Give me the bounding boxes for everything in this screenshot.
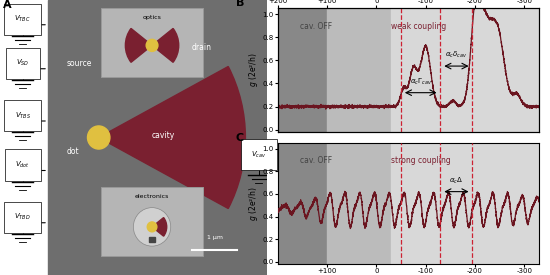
Text: cav. OFF: cav. OFF [300, 156, 332, 165]
Text: dot: dot [67, 147, 79, 156]
Bar [101, 187, 203, 256]
Wedge shape [125, 28, 152, 62]
Bar [48, 0, 267, 275]
Text: cav. OFF: cav. OFF [300, 22, 332, 31]
Text: $V_{SD}$: $V_{SD}$ [16, 58, 29, 68]
Wedge shape [152, 218, 167, 236]
Text: $V_{TBC}$: $V_{TBC}$ [14, 14, 31, 24]
Text: B: B [236, 0, 244, 8]
Text: $V_{cav}$: $V_{cav}$ [251, 150, 266, 160]
Text: weak coupling: weak coupling [391, 22, 447, 31]
Bar [101, 8, 203, 77]
Y-axis label: $g$ (2e²/h): $g$ (2e²/h) [246, 186, 260, 221]
Text: $V_{dot}$: $V_{dot}$ [15, 160, 30, 170]
Circle shape [133, 208, 170, 246]
Text: $\alpha_c\Gamma_{cav}$: $\alpha_c\Gamma_{cav}$ [410, 76, 432, 87]
Bar [327, 143, 391, 264]
Text: $\alpha_c\Delta$: $\alpha_c\Delta$ [449, 175, 464, 186]
Circle shape [87, 126, 110, 149]
Text: A: A [3, 0, 12, 10]
Text: $\alpha_c\delta_{cav}$: $\alpha_c\delta_{cav}$ [445, 50, 468, 60]
Text: strong coupling: strong coupling [391, 156, 451, 165]
Wedge shape [152, 28, 179, 62]
Bar [149, 236, 155, 242]
Bar [327, 8, 391, 132]
Bar [278, 8, 327, 132]
Y-axis label: $g$ (2e²/h): $g$ (2e²/h) [246, 53, 260, 87]
Text: $V_{TBS}$: $V_{TBS}$ [15, 110, 31, 121]
Text: electronics: electronics [135, 194, 169, 199]
Bar [391, 143, 539, 264]
Text: $V_{TBD}$: $V_{TBD}$ [14, 212, 31, 222]
Text: optics: optics [142, 15, 162, 20]
Text: cavity: cavity [152, 131, 175, 139]
Bar [278, 143, 327, 264]
Circle shape [147, 222, 157, 232]
Text: C: C [236, 133, 244, 142]
Wedge shape [98, 67, 245, 208]
Bar [391, 8, 539, 132]
Text: source: source [67, 59, 92, 68]
Text: 1 μm: 1 μm [207, 235, 223, 240]
Circle shape [146, 39, 158, 51]
Text: drain: drain [192, 43, 212, 51]
